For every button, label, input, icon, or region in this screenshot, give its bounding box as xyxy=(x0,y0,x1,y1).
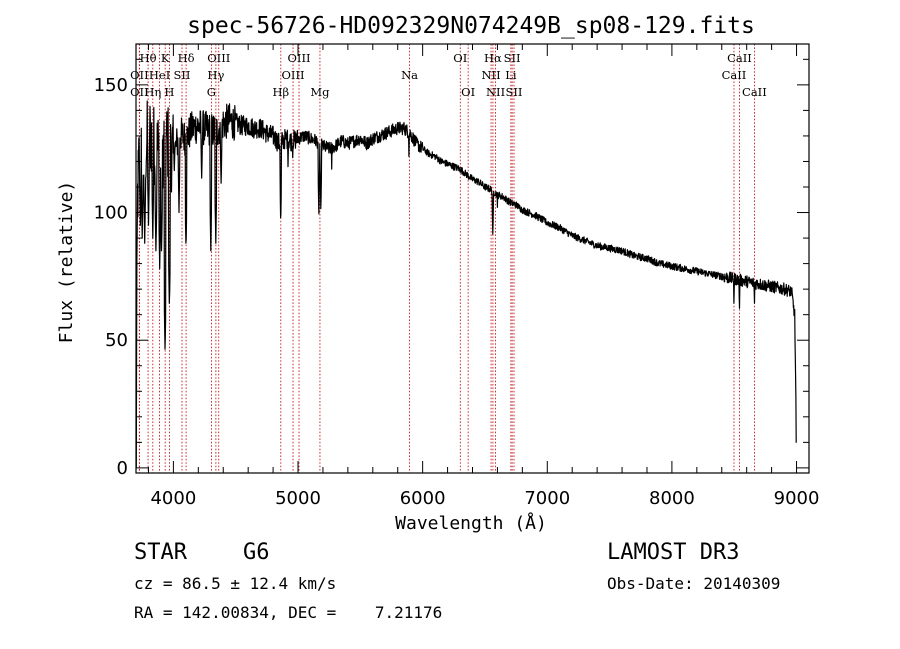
spectral-line-label: SII xyxy=(506,85,523,99)
y-tick-label: 50 xyxy=(105,330,128,351)
spectral-line-label: OIII xyxy=(287,51,310,65)
spectral-line-label: OIII xyxy=(282,68,305,82)
spectral-line-label: CaII xyxy=(727,51,752,65)
spectral-line-label: OIII xyxy=(207,51,230,65)
object-subclass: G6 xyxy=(243,540,270,565)
y-tick-label: 0 xyxy=(117,458,128,479)
x-axis-ticks: 4000 5000 6000 7000 8000 9000 xyxy=(147,44,820,509)
spectral-line-label: G xyxy=(207,85,216,99)
y-axis-title: Flux (relative) xyxy=(56,181,77,344)
spectral-line-labels: OIIOIIHθHηHeIKHSIIHδGHγOIIIHβOIIIOIIIMgN… xyxy=(130,51,767,99)
y-tick-label: 150 xyxy=(94,75,128,96)
redshift-velocity: cz = 86.5 ± 12.4 km/s xyxy=(134,574,337,593)
spectral-line-label: OII xyxy=(130,85,149,99)
spectral-line-label: NII xyxy=(481,68,500,82)
flux-series-line xyxy=(135,100,797,469)
survey-name: LAMOST DR3 xyxy=(607,540,740,565)
spectral-line-label: OI xyxy=(461,85,475,99)
spectral-line-label: CaII xyxy=(742,85,767,99)
spectral-line-label: SII xyxy=(174,68,191,82)
spectral-line-label: CaII xyxy=(722,68,747,82)
spectral-line-label: NII xyxy=(486,85,505,99)
x-tick-label: 9000 xyxy=(774,488,820,509)
spectral-line-markers xyxy=(138,44,755,473)
x-tick-label: 4000 xyxy=(150,488,196,509)
spectral-line-label: Hθ xyxy=(140,51,157,65)
spectral-line-label: Li xyxy=(505,68,517,82)
y-axis-ticks: 0 50 100 150 xyxy=(94,58,809,479)
spectral-line-label: Hδ xyxy=(178,51,195,65)
spectral-line-label: OI xyxy=(453,51,467,65)
spectral-line-label: HeI xyxy=(149,68,170,82)
observation-date: Obs-Date: 20140309 xyxy=(607,574,781,593)
spectral-line-label: K xyxy=(161,51,170,65)
coordinates: RA = 142.00834, DEC = 7.21176 xyxy=(134,603,443,622)
spectral-line-label: Hγ xyxy=(207,68,224,82)
x-tick-label: 7000 xyxy=(524,488,570,509)
spectral-line-label: SII xyxy=(504,51,521,65)
spectral-line-label: Mg xyxy=(310,85,330,99)
spectral-line-label: OII xyxy=(130,68,149,82)
x-tick-label: 6000 xyxy=(400,488,446,509)
y-tick-label: 100 xyxy=(94,203,128,224)
object-class: STAR xyxy=(134,540,187,565)
x-tick-label: 5000 xyxy=(275,488,321,509)
spectral-line-label: Na xyxy=(401,68,418,82)
spectral-line-label: H xyxy=(164,85,174,99)
chart-title: spec-56726-HD092329N074249B_sp08-129.fit… xyxy=(187,13,755,39)
plot-frame xyxy=(135,43,810,474)
spectral-line-label: Hη xyxy=(144,85,161,99)
spectral-line-label: Hβ xyxy=(272,85,289,99)
x-axis-title: Wavelength (Å) xyxy=(395,512,547,534)
x-tick-label: 8000 xyxy=(649,488,695,509)
spectral-line-label: Hα xyxy=(484,51,502,65)
